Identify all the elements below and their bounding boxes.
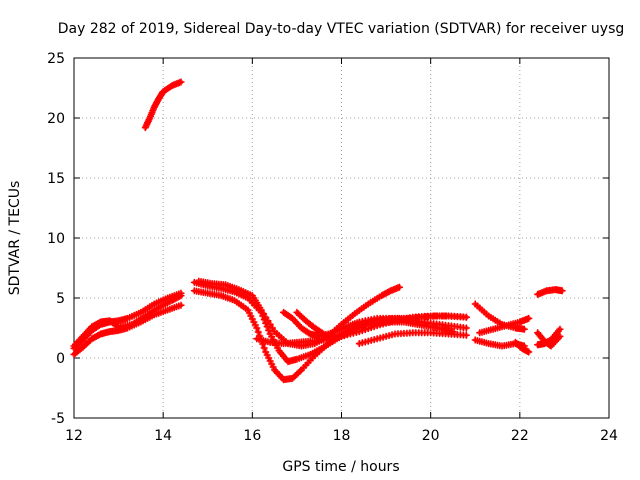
- data-point: [264, 317, 272, 325]
- y-tick-labels: -5 0 5 10 15 20 25: [47, 51, 65, 427]
- x-tick-label: 22: [511, 428, 529, 444]
- data-point: [296, 367, 304, 375]
- data-point: [525, 348, 533, 356]
- data-point: [462, 313, 470, 321]
- data-point: [262, 313, 270, 321]
- y-tick-label: -5: [51, 411, 65, 427]
- y-tick-label: 0: [56, 351, 65, 367]
- series-arc-10: [293, 308, 341, 342]
- x-tick-label: 20: [422, 428, 440, 444]
- data-point: [266, 320, 274, 328]
- series-arc-15: [511, 338, 533, 356]
- y-tick-label: 15: [47, 171, 65, 187]
- x-axis-label: GPS time / hours: [282, 459, 399, 475]
- data-point: [259, 310, 267, 318]
- chart-title: Day 282 of 2019, Sidereal Day-to-day VTE…: [58, 21, 625, 37]
- series-group: [70, 78, 566, 384]
- data-point: [254, 328, 262, 336]
- data-point: [462, 331, 470, 339]
- series-arc-14: [476, 314, 533, 337]
- data-point: [333, 334, 341, 342]
- data-point: [556, 325, 564, 333]
- data-point: [395, 283, 403, 291]
- y-tick-label: 20: [47, 111, 65, 127]
- x-tick-labels: 12 14 16 18 20 22 24: [65, 428, 618, 444]
- data-point: [260, 344, 268, 352]
- data-point: [318, 329, 326, 337]
- series-arc-18: [534, 329, 564, 350]
- y-axis-label: SDTVAR / TECUs: [7, 181, 23, 296]
- series-arc-16: [534, 286, 566, 298]
- series-arc-8: [253, 312, 470, 348]
- data-point: [556, 332, 564, 340]
- x-tick-label: 24: [600, 428, 618, 444]
- data-point: [253, 324, 261, 332]
- data-point: [176, 292, 184, 300]
- data-point: [558, 287, 566, 295]
- series-arc-9: [280, 308, 470, 340]
- y-tick-label: 5: [56, 291, 65, 307]
- data-point: [177, 78, 185, 86]
- y-tick-label: 10: [47, 231, 65, 247]
- x-tick-label: 12: [65, 428, 83, 444]
- axis-ticks: [73, 57, 610, 419]
- data-point: [177, 301, 185, 309]
- x-tick-label: 14: [154, 428, 172, 444]
- series-arc-11: [355, 329, 470, 348]
- series-arc-4: [70, 292, 185, 350]
- x-tick-label: 16: [243, 428, 261, 444]
- y-tick-label: 25: [47, 51, 65, 67]
- data-point: [462, 324, 470, 332]
- data-point: [525, 314, 533, 322]
- data-point: [177, 292, 185, 300]
- grid: [74, 58, 609, 418]
- data-point: [520, 325, 528, 333]
- data-point: [257, 306, 265, 314]
- series-arc-1: [141, 78, 185, 132]
- x-tick-label: 18: [333, 428, 351, 444]
- data-point: [268, 324, 276, 332]
